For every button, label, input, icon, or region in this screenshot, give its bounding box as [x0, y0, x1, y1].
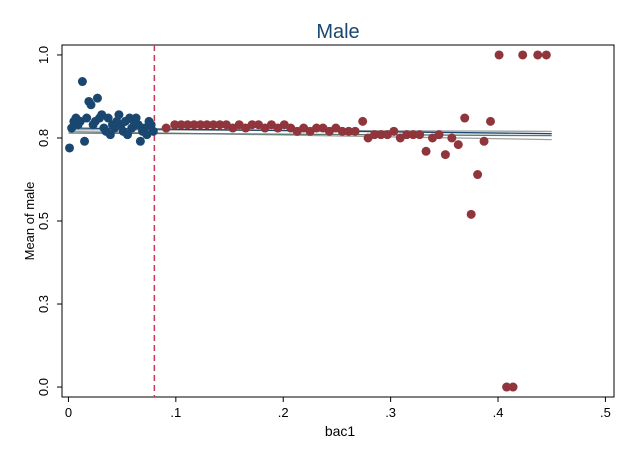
- data-point-left: [123, 130, 133, 140]
- data-point-right: [408, 130, 418, 140]
- data-point-right: [312, 123, 322, 133]
- y-tick-label: 0.8: [36, 129, 51, 147]
- data-point-right: [350, 126, 360, 136]
- data-point-right: [479, 136, 489, 146]
- x-tick-label: .3: [385, 405, 396, 420]
- data-point-right: [161, 123, 171, 133]
- data-point-right: [440, 150, 450, 160]
- data-point-right: [502, 382, 512, 392]
- x-tick-label: .1: [170, 405, 181, 420]
- x-tick-label: .2: [278, 405, 289, 420]
- y-tick-label: 1.0: [36, 46, 51, 64]
- y-tick-label: 0.5: [36, 212, 51, 230]
- data-point-right: [415, 130, 425, 140]
- data-point-left: [82, 113, 92, 123]
- data-point-right: [485, 116, 495, 126]
- data-point-right: [434, 130, 444, 140]
- data-point-left: [103, 113, 113, 123]
- data-point-right: [389, 126, 399, 136]
- data-point-right: [508, 382, 518, 392]
- data-point-right: [183, 120, 193, 130]
- data-point-right: [541, 50, 551, 60]
- data-point-right: [460, 113, 470, 123]
- data-point-left: [77, 77, 87, 87]
- data-point-right: [518, 50, 528, 60]
- data-point-left: [86, 100, 96, 110]
- y-tick-label: 0.3: [36, 295, 51, 313]
- data-point-right: [370, 130, 380, 140]
- x-tick-label: 0: [65, 405, 72, 420]
- data-point-right: [176, 120, 186, 130]
- data-point-right: [189, 120, 199, 130]
- data-point-right: [170, 120, 180, 130]
- data-point-right: [473, 170, 483, 180]
- data-point-right: [247, 120, 257, 130]
- data-point-right: [533, 50, 543, 60]
- data-point-right: [466, 209, 476, 219]
- data-point-right: [447, 133, 457, 143]
- y-tick-label: 0.0: [36, 378, 51, 396]
- data-point-right: [453, 140, 463, 150]
- data-point-left: [148, 126, 158, 136]
- chart-title: Male: [316, 21, 359, 43]
- x-tick-label: .4: [493, 405, 504, 420]
- data-point-left: [135, 136, 145, 146]
- data-point-right: [358, 116, 368, 126]
- data-point-right: [337, 126, 347, 136]
- data-point-right: [215, 120, 225, 130]
- data-point-right: [344, 126, 354, 136]
- data-point-left: [105, 130, 115, 140]
- plot-area: 0.0 0.3 0.5 0.8 1.0 0 .1 .2 .3 .4 .5: [36, 44, 615, 420]
- y-axis-label: Mean of male: [22, 182, 37, 261]
- data-point-right: [421, 146, 431, 156]
- data-point-right: [494, 50, 504, 60]
- x-tick-label: .5: [600, 405, 611, 420]
- data-point-left: [92, 93, 102, 103]
- data-point-right: [402, 130, 412, 140]
- data-point-left: [80, 136, 90, 146]
- x-axis-label: bac1: [325, 423, 356, 439]
- data-point-right: [196, 120, 206, 130]
- data-point-left: [65, 143, 75, 153]
- data-point-right: [376, 130, 386, 140]
- data-point-right: [202, 120, 212, 130]
- data-point-left: [114, 110, 124, 120]
- data-point-right: [208, 120, 218, 130]
